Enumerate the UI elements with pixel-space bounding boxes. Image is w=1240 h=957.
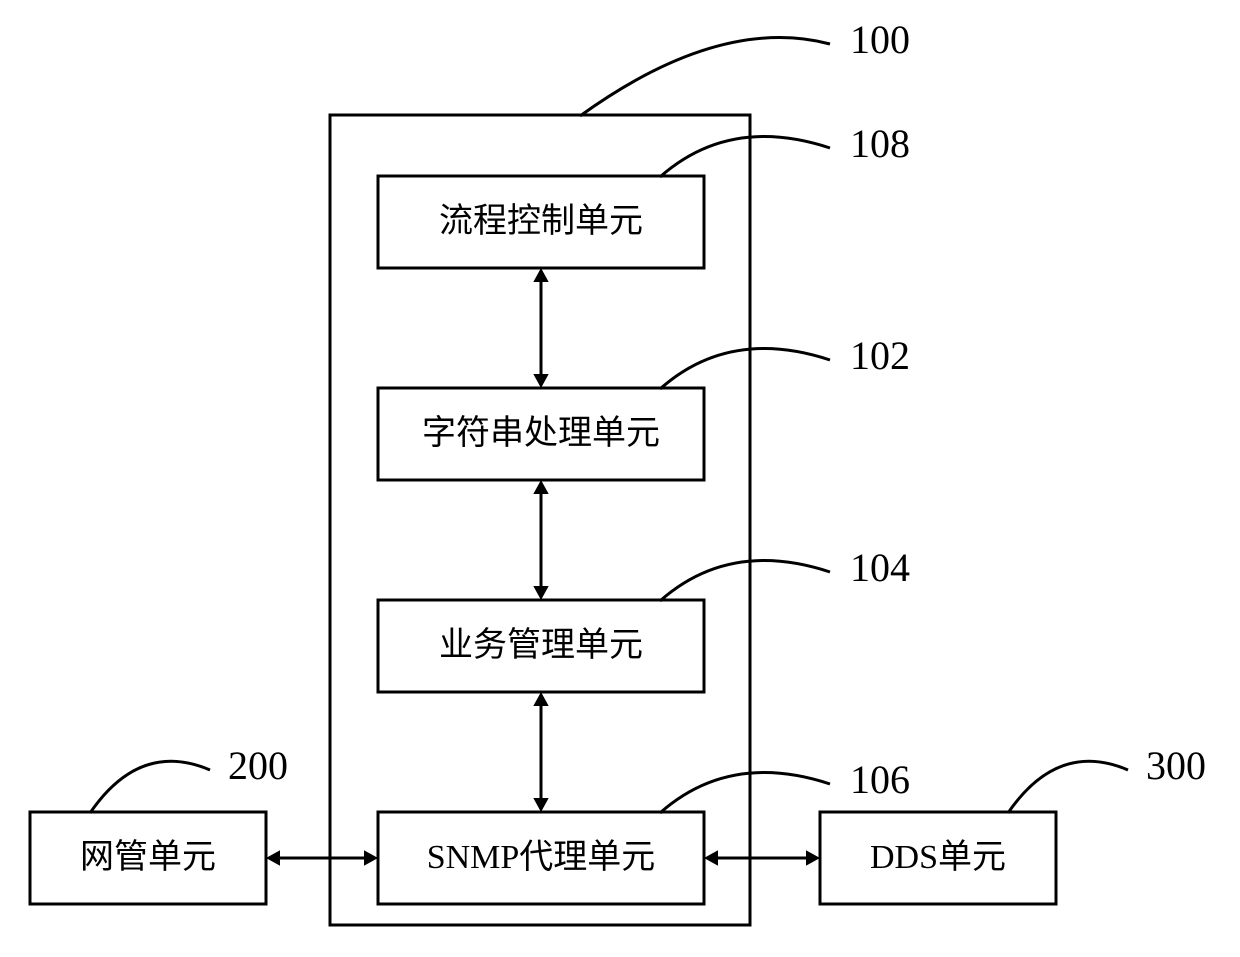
- ref-label-100: 100: [850, 17, 910, 62]
- leader-104: [660, 561, 830, 601]
- arrowhead: [704, 850, 718, 865]
- node-n102: 字符串处理单元: [378, 388, 704, 480]
- leader-300: [1008, 761, 1128, 813]
- ref-label-104: 104: [850, 545, 910, 590]
- leader-200: [90, 761, 210, 813]
- node-label: 字符串处理单元: [422, 414, 660, 452]
- arrowhead: [533, 268, 548, 282]
- arrowhead: [806, 850, 820, 865]
- node-label: SNMP代理单元: [427, 839, 656, 876]
- ref-label-108: 108: [850, 121, 910, 166]
- node-label: 业务管理单元: [439, 626, 643, 664]
- arrowhead: [533, 586, 548, 600]
- leader-102: [660, 349, 830, 389]
- arrowhead: [533, 374, 548, 388]
- ref-label-200: 200: [228, 743, 288, 788]
- node-n200: 网管单元: [30, 812, 266, 904]
- ref-label-102: 102: [850, 333, 910, 378]
- node-n104: 业务管理单元: [378, 600, 704, 692]
- node-n106: SNMP代理单元: [378, 812, 704, 904]
- node-label: 流程控制单元: [439, 202, 643, 240]
- node-n108: 流程控制单元: [378, 176, 704, 268]
- leader-100: [580, 38, 830, 116]
- node-n300: DDS单元: [820, 812, 1056, 904]
- leader-108: [660, 137, 830, 177]
- ref-label-300: 300: [1146, 743, 1206, 788]
- ref-label-106: 106: [850, 757, 910, 802]
- arrowhead: [533, 692, 548, 706]
- arrowhead: [533, 480, 548, 494]
- arrowhead: [533, 798, 548, 812]
- node-label: DDS单元: [870, 839, 1006, 876]
- node-label: 网管单元: [80, 838, 216, 876]
- leader-106: [660, 773, 830, 813]
- arrowhead: [266, 850, 280, 865]
- arrowhead: [364, 850, 378, 865]
